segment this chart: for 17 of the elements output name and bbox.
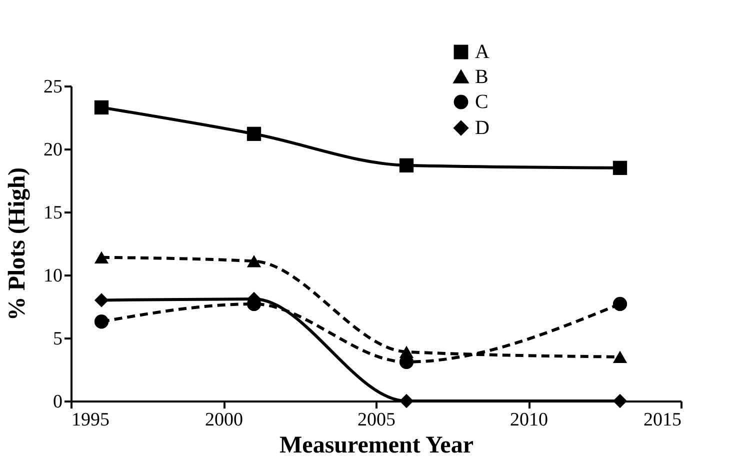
y-axis-title: % Plots (High) (4, 167, 30, 321)
legend-label: B (475, 66, 488, 88)
x-tick-label: 1995 (72, 410, 110, 430)
legend-label: A (475, 41, 490, 63)
y-tick-label: 10 (44, 266, 62, 286)
x-axis-title: Measurement Year (280, 432, 474, 458)
y-tick-label: 0 (53, 392, 62, 412)
legend-label: D (475, 117, 490, 139)
y-tick-label: 20 (44, 140, 62, 160)
y-tick-label: 15 (44, 202, 62, 224)
y-tick-label: 25 (44, 76, 62, 98)
x-tick-label: 2010 (510, 410, 548, 430)
x-tick-label: 2000 (205, 410, 243, 430)
x-tick-label: 2005 (358, 410, 396, 430)
x-tick-label: 2015 (644, 410, 682, 430)
legend-label: C (475, 91, 488, 113)
y-tick-label: 5 (53, 328, 62, 350)
